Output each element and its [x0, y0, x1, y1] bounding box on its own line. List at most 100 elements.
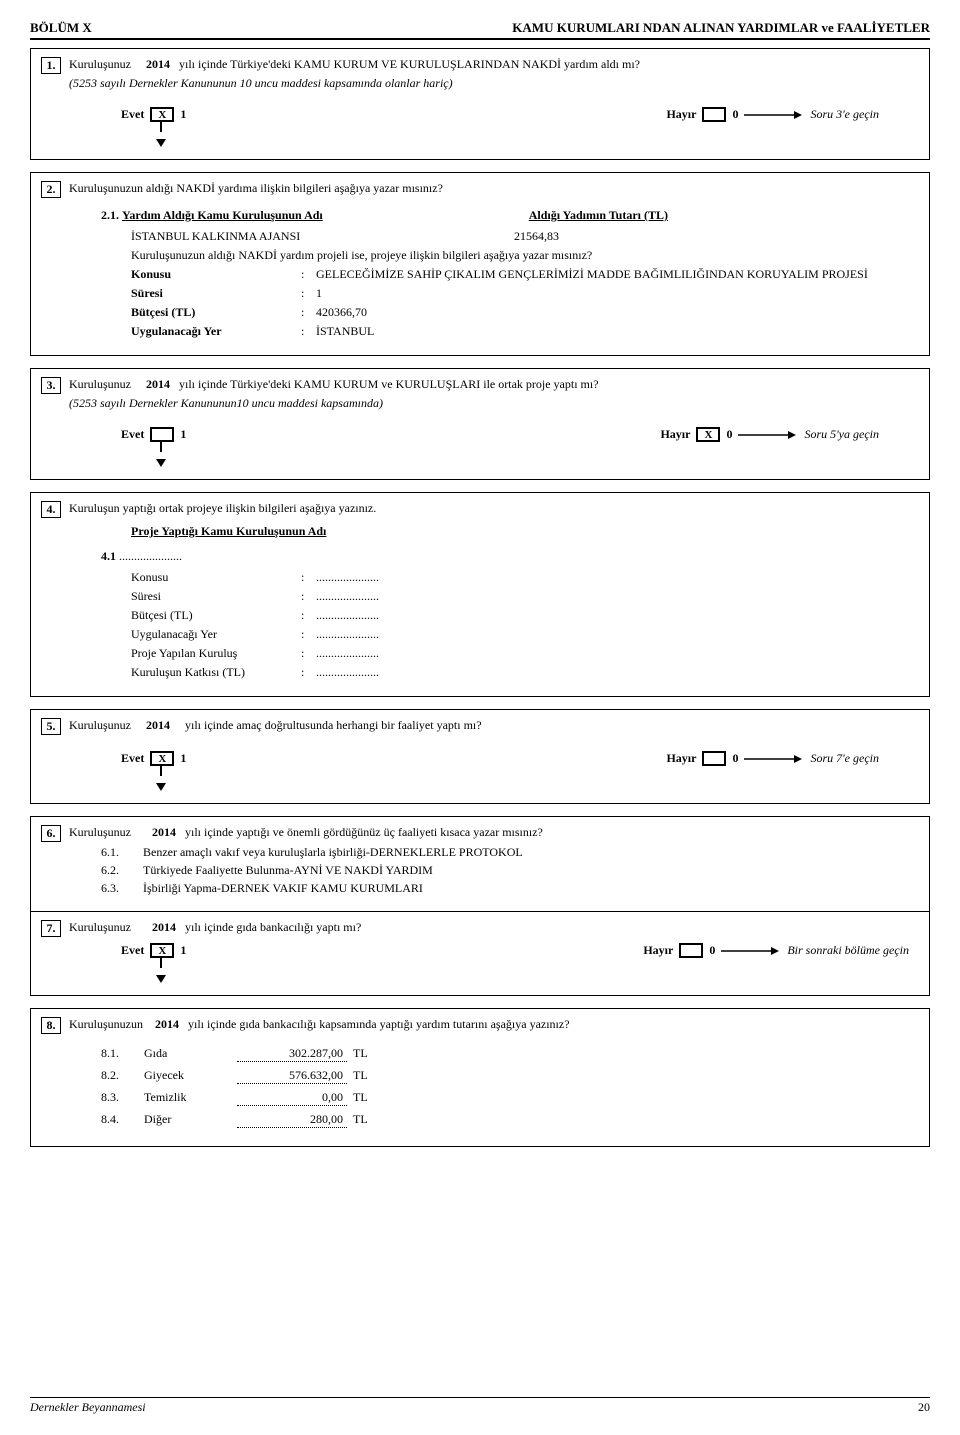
q7-year: 2014: [152, 920, 176, 934]
q4-yer-label: Uygulanacağı Yer: [131, 627, 301, 642]
question-5: 5. Kuruluşunuz 2014 yılı içinde amaç doğ…: [30, 709, 930, 804]
q6-r3-num: 6.3.: [101, 881, 131, 896]
q7-number: 7.: [41, 920, 61, 937]
q2-butcesi-val: 420366,70: [316, 305, 367, 320]
q5-number: 5.: [41, 718, 61, 735]
q5-year: 2014: [146, 718, 170, 732]
arrow-down-icon: [160, 958, 162, 968]
arrow-down-icon: [160, 122, 162, 132]
q7-hayir-hint: Bir sonraki bölüme geçin: [787, 943, 909, 958]
q2-yer-val: İSTANBUL: [316, 324, 374, 339]
q4-butcesi-label: Bütçesi (TL): [131, 608, 301, 623]
q6-r3-text: İşbirliği Yapma-DERNEK VAKIF KAMU KURUML…: [143, 881, 423, 896]
q6-r2-text: Türkiyede Faaliyette Bulunma-AYNİ VE NAK…: [143, 863, 433, 878]
q2-number: 2.: [41, 181, 61, 198]
q5-evet-checkbox[interactable]: X: [150, 751, 174, 766]
arrow-down-icon: [160, 766, 162, 776]
arrow-right-icon: [721, 946, 781, 956]
q8-r2-val: 576.632,00: [237, 1068, 347, 1084]
q4-yer-val: .....................: [316, 627, 379, 642]
q8-r4-val: 280,00: [237, 1112, 347, 1128]
q4-konusu-label: Konusu: [131, 570, 301, 585]
q2-suresi-label: Süresi: [131, 286, 301, 301]
q1-hayir-checkbox[interactable]: [702, 107, 726, 122]
q5-text-a: Kuruluşunuz: [69, 718, 131, 732]
q1-hayir-val: 0: [732, 107, 738, 122]
q2-konusu-val: GELECEĞİMİZE SAHİP ÇIKALIM GENÇLERİMİZİ …: [316, 267, 868, 282]
q4-katki-label: Kuruluşun Katkısı (TL): [131, 665, 301, 680]
q4-sub-num: 4.1: [101, 549, 116, 563]
q7-evet-checkbox[interactable]: X: [150, 943, 174, 958]
q3-evet-checkbox[interactable]: [150, 427, 174, 442]
q7-evet-val: 1: [180, 943, 186, 958]
footer-left: Dernekler Beyannamesi: [30, 1400, 146, 1415]
q2-col2-header: Aldığı Yadımın Tutarı (TL): [529, 208, 668, 222]
arrow-down-head-icon: [156, 139, 166, 147]
q8-year: 2014: [155, 1017, 179, 1031]
q6-text-c: yılı içinde yaptığı ve önemli gördüğünüz…: [185, 825, 543, 839]
q5-hayir-label: Hayır: [666, 751, 696, 766]
q7-hayir-label: Hayır: [643, 943, 673, 958]
q2-text: Kuruluşunuzun aldığı NAKDİ yardıma ilişk…: [69, 181, 919, 196]
q8-r2-num: 8.2.: [101, 1068, 141, 1083]
q1-evet-checkbox[interactable]: X: [150, 107, 174, 122]
question-1: 1. Kuruluşunuz 2014 yılı içinde Türkiye'…: [30, 48, 930, 160]
q4-katki-val: .....................: [316, 665, 379, 680]
q6-r2-num: 6.2.: [101, 863, 131, 878]
q3-hayir-checkbox[interactable]: X: [696, 427, 720, 442]
page-header: BÖLÜM X KAMU KURUMLARI NDAN ALINAN YARDI…: [30, 20, 930, 40]
q4-text: Kuruluşun yaptığı ortak projeye ilişkin …: [69, 501, 919, 516]
q7-hayir-val: 0: [709, 943, 715, 958]
q6-r1-text: Benzer amaçlı vakıf veya kuruluşlarla iş…: [143, 845, 523, 860]
q3-answer-row: Evet 1 Hayır X 0 Soru 5'ya geçin: [121, 427, 919, 442]
q2-sub-num: 2.1.: [101, 208, 119, 222]
q8-r1-unit: TL: [353, 1046, 368, 1060]
arrow-down-icon: [160, 442, 162, 452]
q1-answer-row: Evet X 1 Hayır 0 Soru 3'e geçin: [121, 107, 919, 122]
q6-text-a: Kuruluşunuz: [69, 825, 131, 839]
q5-evet-val: 1: [180, 751, 186, 766]
arrow-down-head-icon: [156, 975, 166, 983]
q8-r3-num: 8.3.: [101, 1090, 141, 1105]
q1-text-a: Kuruluşunuz: [69, 57, 131, 71]
q3-hayir-label: Hayır: [660, 427, 690, 442]
q2-suresi-val: 1: [316, 286, 322, 301]
q3-text-c: yılı içinde Türkiye'deki KAMU KURUM ve K…: [179, 377, 599, 391]
q4-proje-label: Proje Yapılan Kuruluş: [131, 646, 301, 661]
q2-konusu-label: Konusu: [131, 267, 301, 282]
q4-suresi-label: Süresi: [131, 589, 301, 604]
q1-note: (5253 sayılı Dernekler Kanununun 10 uncu…: [69, 76, 919, 91]
q5-text-c: yılı içinde amaç doğrultusunda herhangi …: [185, 718, 482, 732]
q1-hayir-hint: Soru 3'e geçin: [810, 107, 879, 122]
q1-text-c: yılı içinde Türkiye'deki KAMU KURUM VE K…: [179, 57, 640, 71]
q3-evet-val: 1: [180, 427, 186, 442]
q8-r1-num: 8.1.: [101, 1046, 141, 1061]
q2-org-amount: 21564,83: [514, 229, 559, 243]
question-2: 2. Kuruluşunuzun aldığı NAKDİ yardıma il…: [30, 172, 930, 356]
section-label: BÖLÜM X: [30, 20, 92, 36]
q8-r1-val: 302.287,00: [237, 1046, 347, 1062]
question-4: 4. Kuruluşun yaptığı ortak projeye ilişk…: [30, 492, 930, 697]
q5-hayir-val: 0: [732, 751, 738, 766]
q8-r1-label: Gıda: [144, 1046, 234, 1061]
q2-projline: Kuruluşunuzun aldığı NAKDİ yardım projel…: [131, 248, 919, 263]
section-title: KAMU KURUMLARI NDAN ALINAN YARDIMLAR ve …: [512, 20, 930, 36]
q3-hayir-hint: Soru 5'ya geçin: [804, 427, 879, 442]
arrow-down-head-icon: [156, 459, 166, 467]
q5-hayir-checkbox[interactable]: [702, 751, 726, 766]
question-8: 8. Kuruluşunuzun 2014 yılı içinde gıda b…: [30, 1008, 930, 1147]
q3-hayir-val: 0: [726, 427, 732, 442]
q5-answer-row: Evet X 1 Hayır 0 Soru 7'e geçin: [121, 751, 919, 766]
q5-hayir-hint: Soru 7'e geçin: [810, 751, 879, 766]
q8-r4-label: Diğer: [144, 1112, 234, 1127]
q8-text-c: yılı içinde gıda bankacılığı kapsamında …: [188, 1017, 570, 1031]
q3-text-a: Kuruluşunuz: [69, 377, 131, 391]
q6-year: 2014: [152, 825, 176, 839]
arrow-right-icon: [744, 754, 804, 764]
q8-number: 8.: [41, 1017, 61, 1034]
q7-hayir-checkbox[interactable]: [679, 943, 703, 958]
q8-text-a: Kuruluşunuzun: [69, 1017, 143, 1031]
q7-text-a: Kuruluşunuz: [69, 920, 131, 934]
q8-r4-num: 8.4.: [101, 1112, 141, 1127]
q8-r3-label: Temizlik: [144, 1090, 234, 1105]
